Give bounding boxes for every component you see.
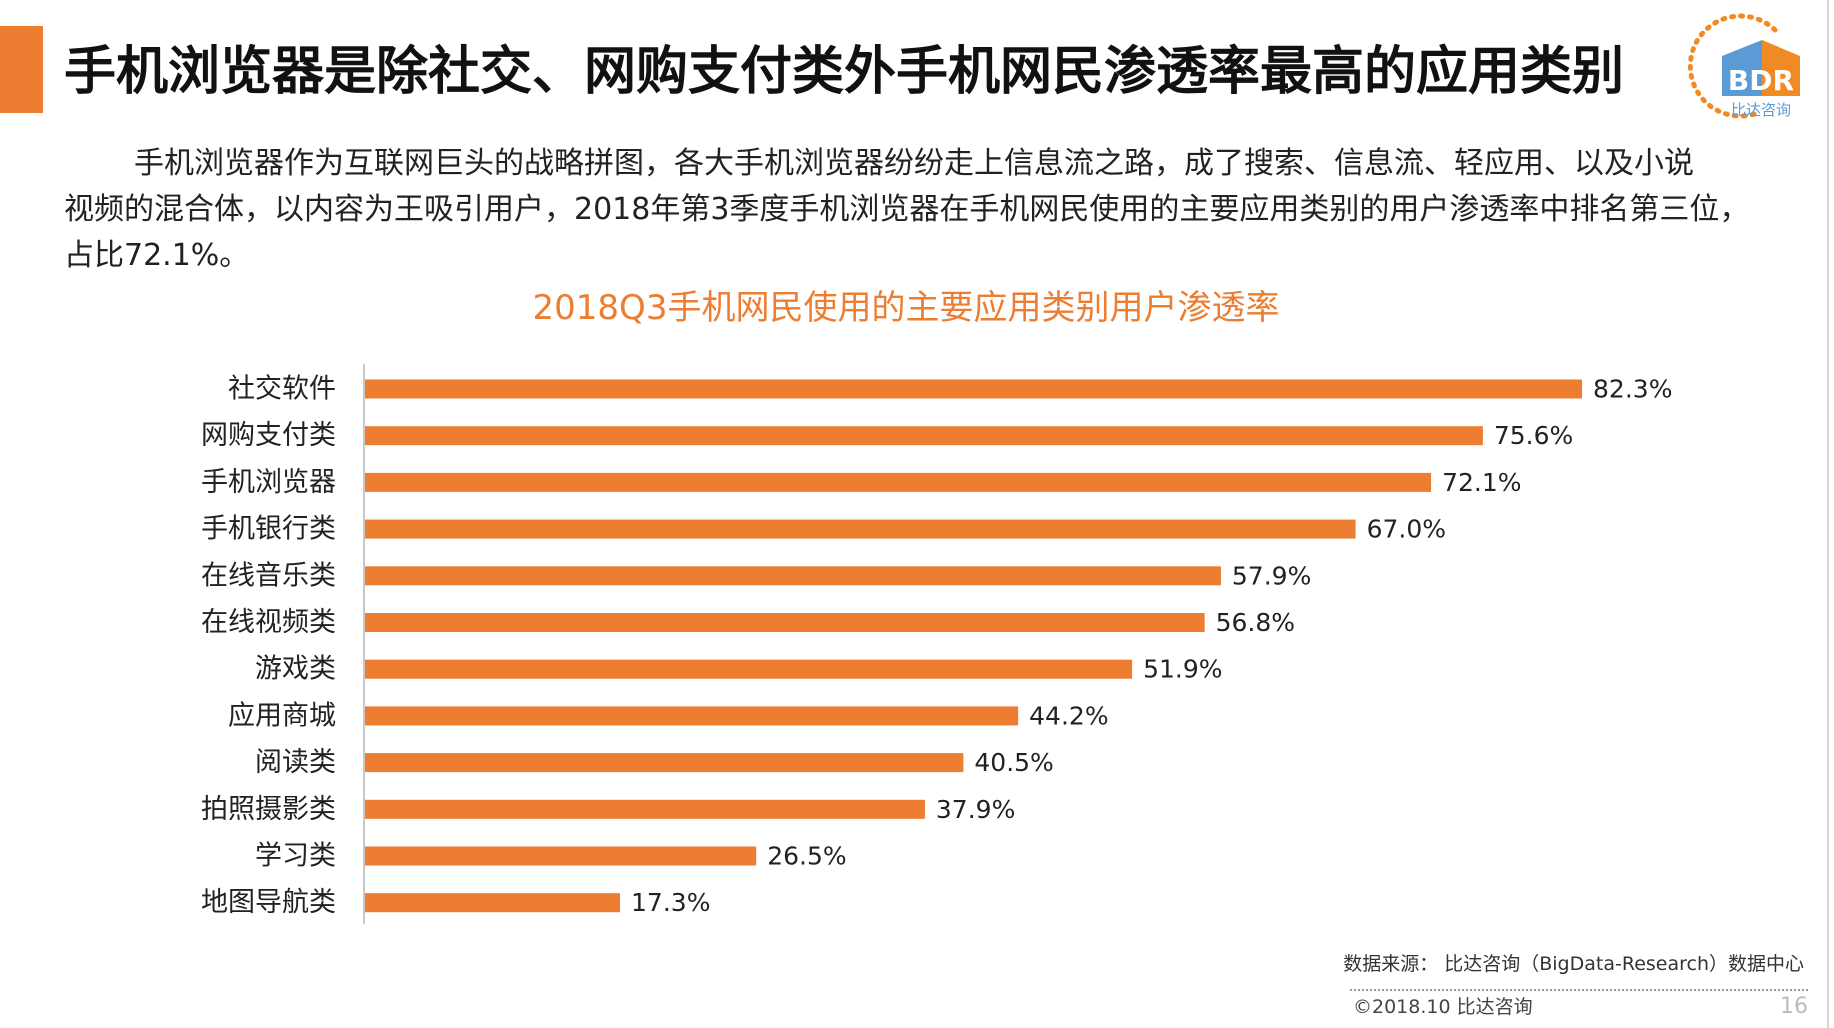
- paragraph-line: 手机浏览器作为互联网巨头的战略拼图，各大手机浏览器纷纷走上信息流之路，成了搜索、…: [134, 146, 1694, 181]
- logo-blue-block: [1722, 40, 1762, 96]
- slide-title: 手机浏览器是除社交、网购支付类外手机网民渗透率最高的应用类别: [64, 42, 1625, 102]
- bar: [364, 893, 621, 913]
- logo-subtext: 比达咨询: [1731, 101, 1791, 119]
- bar: [364, 379, 1583, 399]
- category-label: 手机银行类: [201, 514, 336, 545]
- category-label: 应用商城: [228, 700, 336, 731]
- value-label: 82.3%: [1593, 375, 1672, 404]
- bar: [364, 846, 757, 866]
- value-label: 56.8%: [1216, 608, 1295, 637]
- value-label: 57.9%: [1232, 561, 1311, 590]
- category-label: 在线视频类: [201, 607, 336, 638]
- summary-paragraph: 手机浏览器作为互联网巨头的战略拼图，各大手机浏览器纷纷走上信息流之路，成了搜索、…: [64, 141, 1804, 279]
- title-accent-bar: [0, 26, 43, 113]
- bar: [364, 519, 1356, 539]
- bar: [364, 426, 1483, 446]
- paragraph-line: 占比72.1%。: [64, 238, 250, 273]
- bar: [364, 659, 1133, 679]
- category-label: 阅读类: [255, 747, 336, 778]
- bar: [364, 799, 925, 819]
- category-label: 学习类: [255, 841, 336, 872]
- footer-divider: [1350, 989, 1808, 991]
- category-label: 拍照摄影类: [201, 794, 336, 825]
- page-number: 16: [1780, 994, 1808, 1019]
- category-label: 地图导航类: [201, 887, 336, 918]
- value-label: 75.6%: [1494, 421, 1573, 450]
- paragraph-line: 视频的混合体，以内容为王吸引用户，2018年第3季度手机浏览器在手机网民使用的主…: [64, 192, 1750, 227]
- logo-orange-block: [1762, 40, 1800, 96]
- category-label: 网购支付类: [201, 420, 336, 451]
- slide-edge: [1827, 0, 1829, 1028]
- value-label: 17.3%: [631, 888, 710, 917]
- data-source-note: 数据来源： 比达咨询（BigData-Research）数据中心: [1343, 953, 1804, 975]
- bar: [364, 706, 1019, 726]
- category-label: 手机浏览器: [201, 467, 336, 498]
- value-label: 67.0%: [1367, 515, 1446, 544]
- value-label: 51.9%: [1143, 655, 1222, 684]
- logo-wordmark: BDR: [1728, 64, 1794, 97]
- category-label: 游戏类: [255, 654, 336, 685]
- logo-dotted-arc: [1687, 13, 1778, 119]
- value-label: 44.2%: [1029, 701, 1108, 730]
- value-label: 37.9%: [936, 795, 1015, 824]
- value-label: 72.1%: [1442, 468, 1521, 497]
- copyright-note: ©2018.10 比达咨询: [1353, 996, 1533, 1018]
- category-label: 社交软件: [228, 374, 336, 405]
- value-label: 26.5%: [767, 842, 846, 871]
- category-label: 在线音乐类: [201, 560, 336, 591]
- chart-title: 2018Q3手机网民使用的主要应用类别用户渗透率: [532, 288, 1280, 328]
- bar: [364, 753, 964, 773]
- bar: [364, 613, 1205, 632]
- value-label: 40.5%: [974, 748, 1053, 777]
- bar-chart: 社交软件 82.3% 网购支付类 75.6% 手机浏览器 72.1% 手机银行类 67.0% 在…: [201, 364, 1672, 924]
- bar: [364, 472, 1432, 492]
- bar: [364, 566, 1221, 586]
- bdr-logo-icon: BDR 比达咨询: [1687, 13, 1800, 119]
